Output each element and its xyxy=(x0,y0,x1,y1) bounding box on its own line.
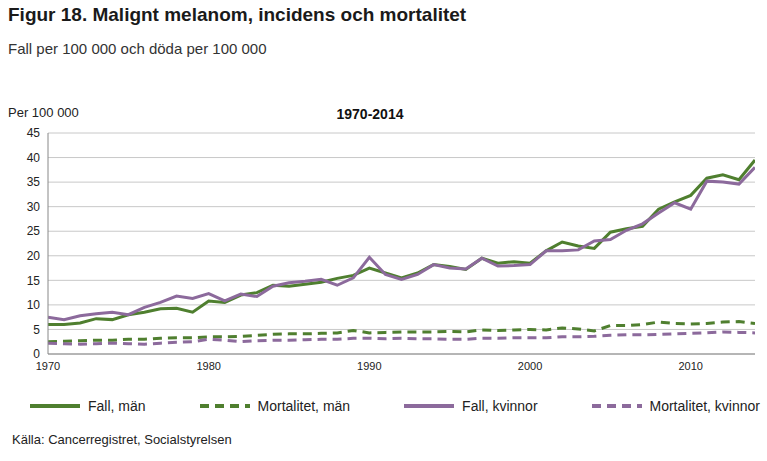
html-text:Källa: Cancerregistret, Social: Källa: Cancerregistret, Socialstyrelsen xyxy=(12,432,232,447)
svg-text:2000: 2000 xyxy=(518,360,542,372)
svg-text:1990: 1990 xyxy=(357,360,381,372)
svg-text:2010: 2010 xyxy=(678,360,702,372)
svg-text:0: 0 xyxy=(33,347,40,361)
svg-text:20: 20 xyxy=(27,249,41,263)
svg-text:15: 15 xyxy=(27,274,41,288)
svg-text:5: 5 xyxy=(33,323,40,337)
html-text:Fall, kvinnor: Fall, kvinnor xyxy=(462,398,538,414)
html-text:Mortalitet, kvinnor: Mortalitet, kvinnor xyxy=(649,398,760,414)
svg-text:45: 45 xyxy=(27,126,41,140)
svg-text:1970: 1970 xyxy=(36,360,60,372)
html-text:Mortalitet, män: Mortalitet, män xyxy=(257,398,351,414)
html-text:Per 100 000: Per 100 000 xyxy=(8,105,79,120)
svg-text:40: 40 xyxy=(27,151,41,165)
svg-text:1980: 1980 xyxy=(196,360,220,372)
svg-text:10: 10 xyxy=(27,298,41,312)
svg-text:35: 35 xyxy=(27,175,41,189)
html-text:Fall per 100 000 och döda per: Fall per 100 000 och döda per 100 000 xyxy=(8,40,267,57)
svg-text:25: 25 xyxy=(27,224,41,238)
html-text:Fall, män: Fall, män xyxy=(88,398,146,414)
html-text:1970-2014: 1970-2014 xyxy=(336,106,404,122)
svg-text:30: 30 xyxy=(27,200,41,214)
html-text:Figur 18. Malignt melanom, inc: Figur 18. Malignt melanom, incidens och … xyxy=(8,4,467,25)
